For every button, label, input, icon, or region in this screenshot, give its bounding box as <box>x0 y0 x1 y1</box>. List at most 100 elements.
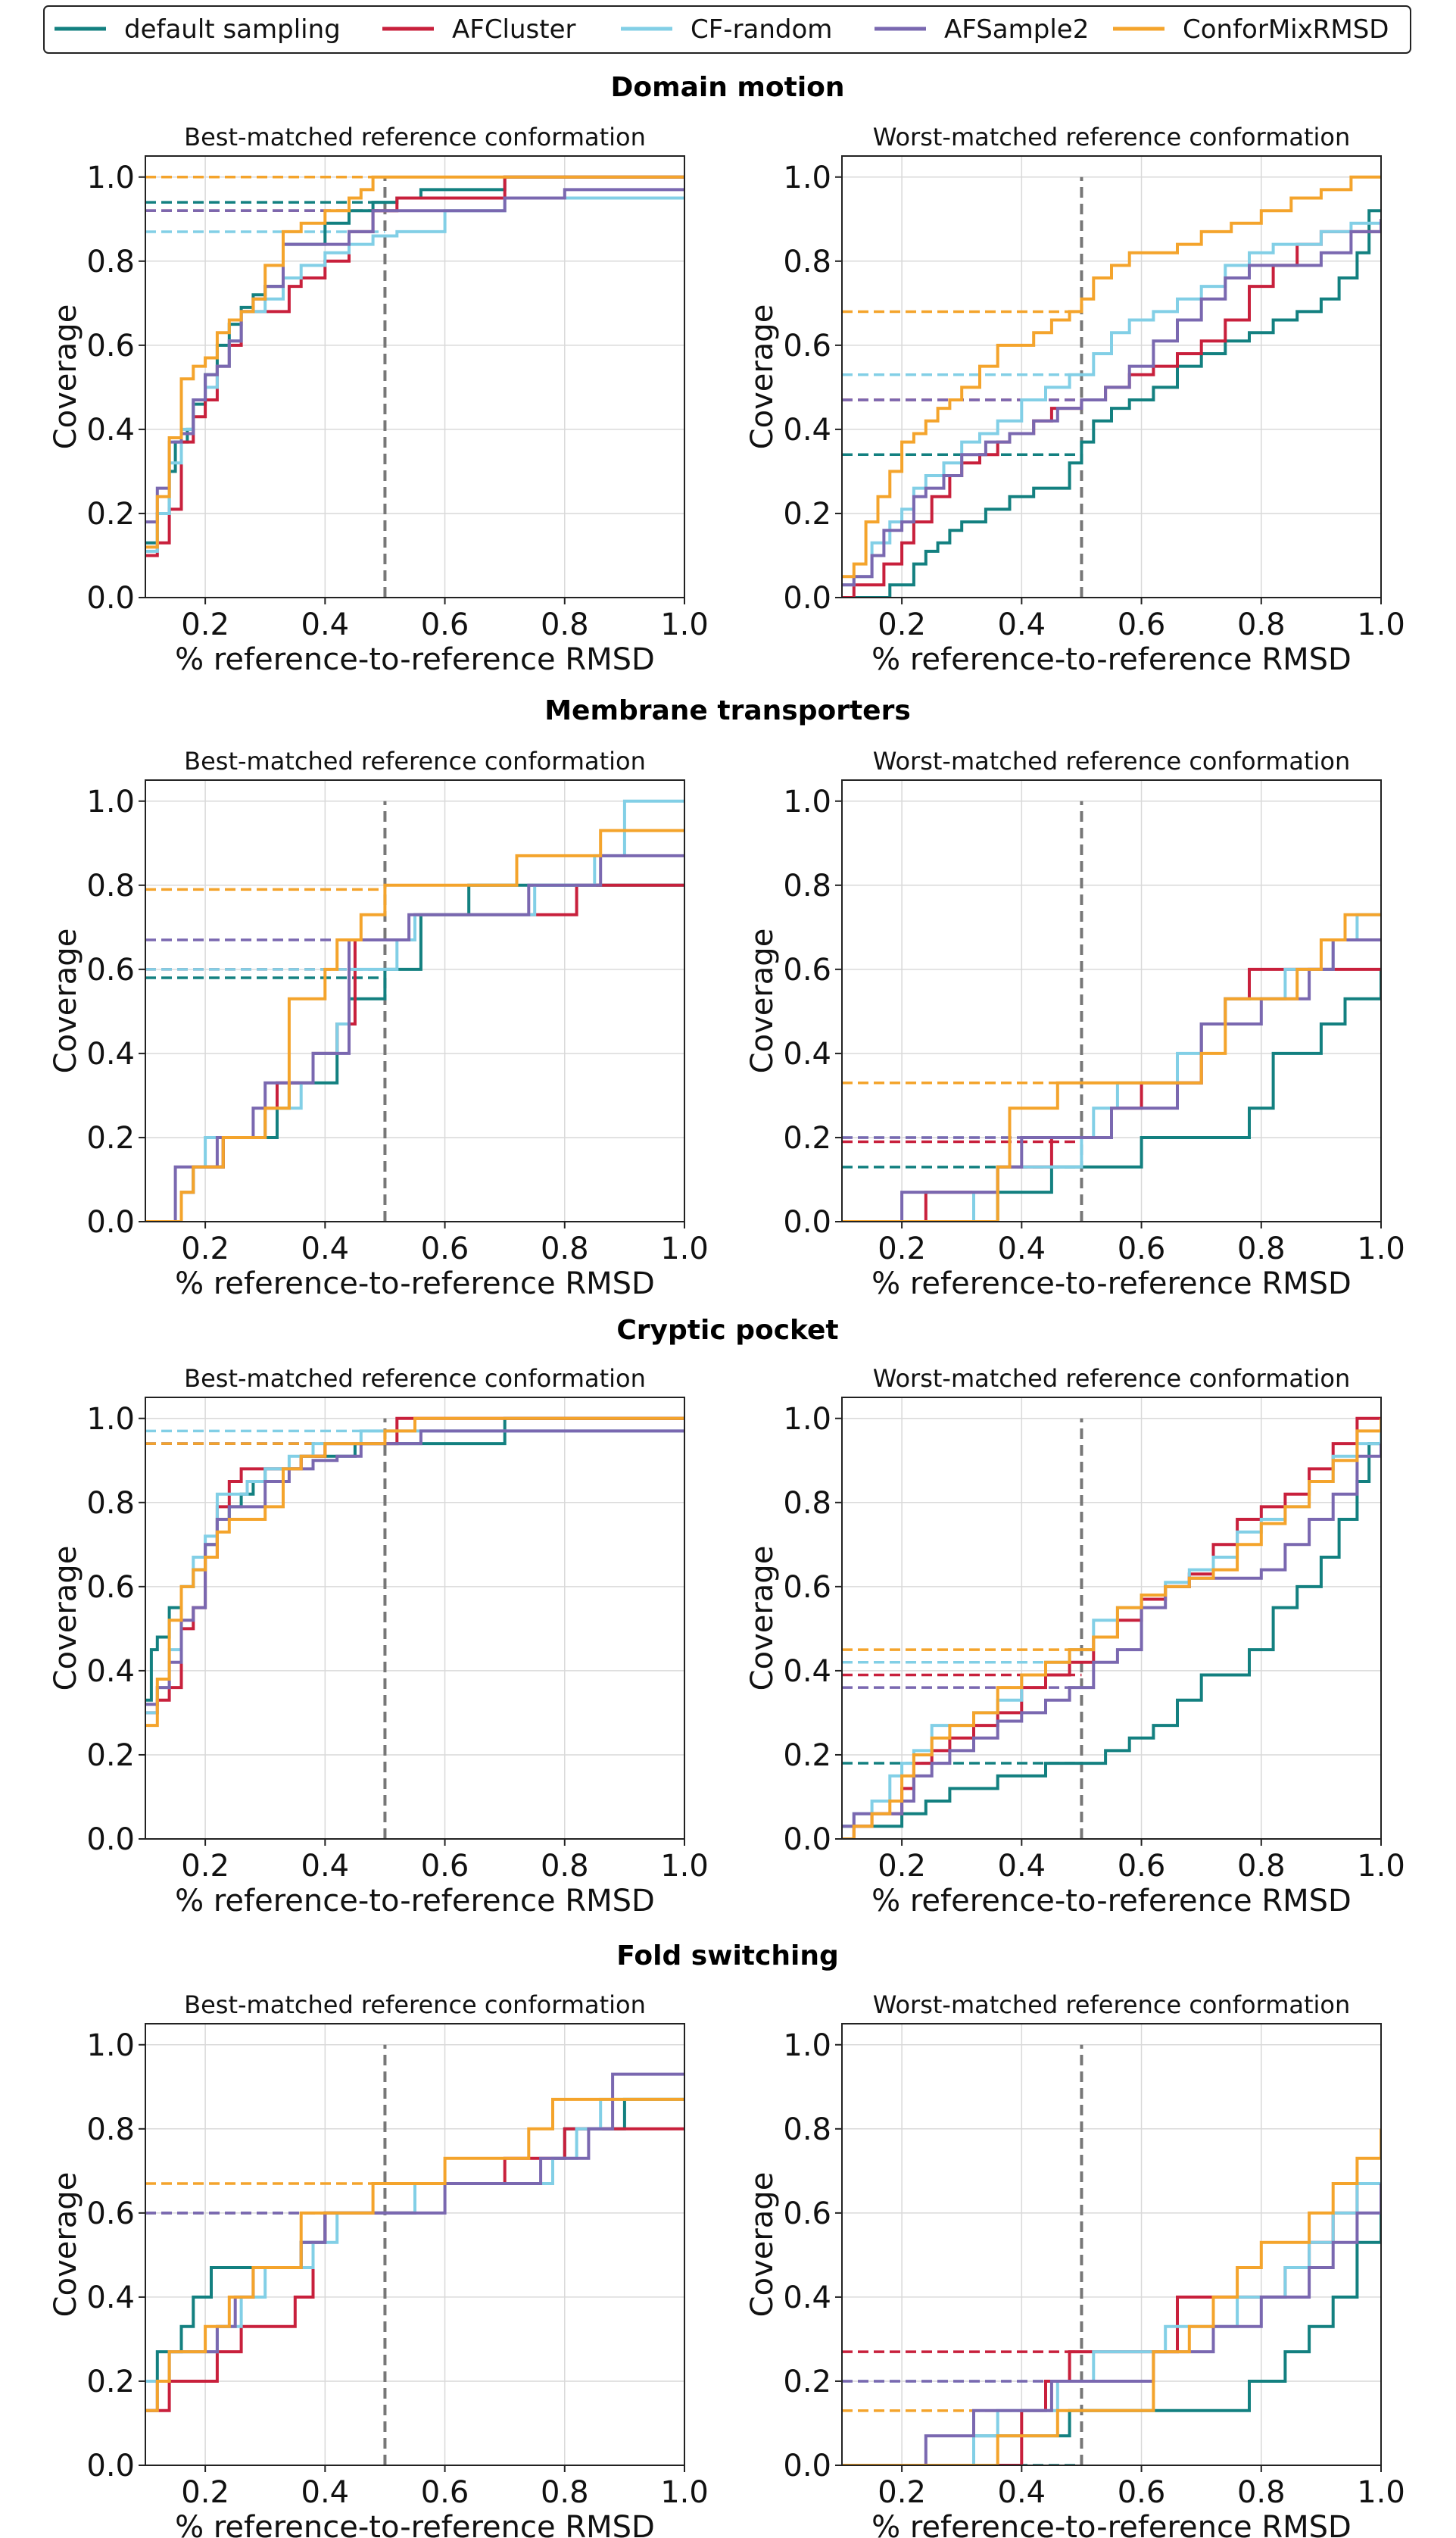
series-cf-random <box>842 219 1381 587</box>
x-tick-label: 0.2 <box>181 2475 229 2510</box>
y-tick-label: 1.0 <box>86 1402 135 1437</box>
series-conformixrmsd <box>842 175 1381 579</box>
y-tick-label: 0.4 <box>86 1654 135 1689</box>
group-title: Fold switching <box>616 1940 838 1971</box>
plot-area <box>842 801 1381 1222</box>
x-tick-label: 0.4 <box>301 607 350 642</box>
x-tick-label: 0.2 <box>878 2475 926 2510</box>
legend-item-afsample2: AFSample2 <box>875 14 1089 45</box>
x-axis-label: % reference-to-reference RMSD <box>871 2510 1352 2538</box>
series-conformixrmsd <box>145 2097 684 2412</box>
series-default-sampling <box>842 1431 1381 1828</box>
y-tick-label: 0.6 <box>783 1570 831 1605</box>
plot-frame <box>145 779 685 1222</box>
x-tick-label: 0.8 <box>541 2475 589 2510</box>
grid <box>145 2024 685 2466</box>
plot-frame <box>841 155 1382 598</box>
group-domain-motion: Domain motion Best-matched reference conf… <box>48 72 1405 677</box>
x-axis-label: % reference-to-reference RMSD <box>175 642 655 677</box>
grid <box>145 156 685 598</box>
x-tick-label: 0.8 <box>1237 607 1286 642</box>
y-tick-label: 0.2 <box>783 497 831 532</box>
y-tick-label: 0.6 <box>783 953 831 988</box>
panel-title: Best-matched reference conformation <box>184 747 646 776</box>
x-tick-label: 0.6 <box>421 1232 469 1266</box>
series-conformixrmsd <box>842 913 1381 1222</box>
y-tick-label: 0.2 <box>86 497 135 532</box>
x-tick-label: 0.6 <box>421 2475 469 2510</box>
y-tick-label: 0.6 <box>783 329 831 364</box>
y-tick-label: 1.0 <box>783 2028 831 2063</box>
x-tick-label: 0.2 <box>878 607 926 642</box>
x-tick-label: 0.2 <box>181 1849 229 1884</box>
x-tick-label: 0.8 <box>541 607 589 642</box>
plot-frame <box>145 1397 685 1840</box>
panel-best-matched: Best-matched reference conformation 0.2 0.… <box>48 1364 709 1918</box>
legend-item-default-sampling: default sampling <box>55 14 341 45</box>
series-afsample2 <box>145 2072 684 2412</box>
x-tick-label: 0.8 <box>1237 1232 1286 1266</box>
y-tick-label: 0.0 <box>86 1205 135 1240</box>
series-afcluster <box>842 967 1381 1222</box>
x-tick-label: 0.4 <box>301 1849 350 1884</box>
y-tick-label: 0.4 <box>783 1037 831 1072</box>
plot-frame <box>841 779 1382 1222</box>
legend-label: default sampling <box>124 14 341 45</box>
y-axis-label: Coverage <box>48 2172 83 2318</box>
plot-frame <box>145 155 685 598</box>
y-tick-label: 0.8 <box>783 1486 831 1521</box>
y-axis-label: Coverage <box>745 304 780 450</box>
plot-area <box>145 2044 684 2465</box>
x-tick-label: 0.4 <box>998 607 1046 642</box>
x-tick-label: 0.8 <box>1237 1849 1286 1884</box>
panel-title: Worst-matched reference conformation <box>873 1990 1351 2019</box>
legend-frame <box>43 5 1411 54</box>
legend-label: AFCluster <box>452 14 576 45</box>
y-axis-label: Coverage <box>48 929 83 1074</box>
x-tick-label: 0.6 <box>421 1849 469 1884</box>
series-afsample2 <box>842 938 1381 1222</box>
y-tick-label: 0.4 <box>86 413 135 448</box>
x-tick-label: 0.6 <box>1118 1232 1166 1266</box>
legend-item-afcluster: AFCluster <box>382 14 576 45</box>
y-tick-label: 1.0 <box>783 785 831 819</box>
panel-best-matched: Best-matched reference conformation 0.2 0.… <box>48 1990 709 2538</box>
panel-title: Worst-matched reference conformation <box>873 123 1351 151</box>
panel-best-matched: Best-matched reference conformation 0.2 0.… <box>48 123 709 677</box>
y-tick-label: 0.6 <box>86 329 135 364</box>
grid <box>145 780 685 1222</box>
group-cryptic-pocket: Cryptic pocket Best-matched reference con… <box>48 1315 1405 1918</box>
panel-title: Worst-matched reference conformation <box>873 747 1351 776</box>
legend-label: CF-random <box>691 14 832 45</box>
panel-worst-matched: Worst-matched reference conformation 0.2 0… <box>745 1364 1405 1918</box>
series-cf-random <box>145 2097 684 2383</box>
x-tick-label: 0.2 <box>878 1849 926 1884</box>
plot-area <box>145 175 684 598</box>
series-cf-random <box>145 799 684 1222</box>
x-tick-label: 0.8 <box>1237 2475 1286 2510</box>
y-tick-label: 0.6 <box>783 2196 831 2231</box>
x-tick-label: 0.6 <box>1118 2475 1166 2510</box>
panel-best-matched: Best-matched reference conformation 0.2 0.… <box>48 747 709 1301</box>
y-tick-label: 0.8 <box>86 1486 135 1521</box>
x-tick-label: 0.4 <box>301 2475 350 2510</box>
series-afsample2 <box>145 188 684 524</box>
grid <box>842 156 1382 598</box>
y-tick-label: 0.2 <box>783 1121 831 1156</box>
x-axis-label: % reference-to-reference RMSD <box>871 1266 1352 1301</box>
x-axis-label: % reference-to-reference RMSD <box>175 1266 655 1301</box>
x-tick-label: 1.0 <box>660 1849 709 1884</box>
y-tick-label: 0.2 <box>783 1738 831 1773</box>
series-cf-random <box>842 2182 1381 2465</box>
x-tick-label: 0.4 <box>998 1232 1046 1266</box>
y-tick-label: 0.0 <box>86 2449 135 2483</box>
series-default-sampling <box>842 969 1381 1222</box>
series-default-sampling <box>842 209 1381 598</box>
x-tick-label: 1.0 <box>1357 1849 1405 1884</box>
y-axis-label: Coverage <box>745 1546 780 1691</box>
y-tick-label: 0.0 <box>783 1205 831 1240</box>
series-default-sampling <box>145 2097 684 2383</box>
x-tick-label: 0.4 <box>301 1232 350 1266</box>
panel-worst-matched: Worst-matched reference conformation 0.2 0… <box>745 1990 1405 2538</box>
